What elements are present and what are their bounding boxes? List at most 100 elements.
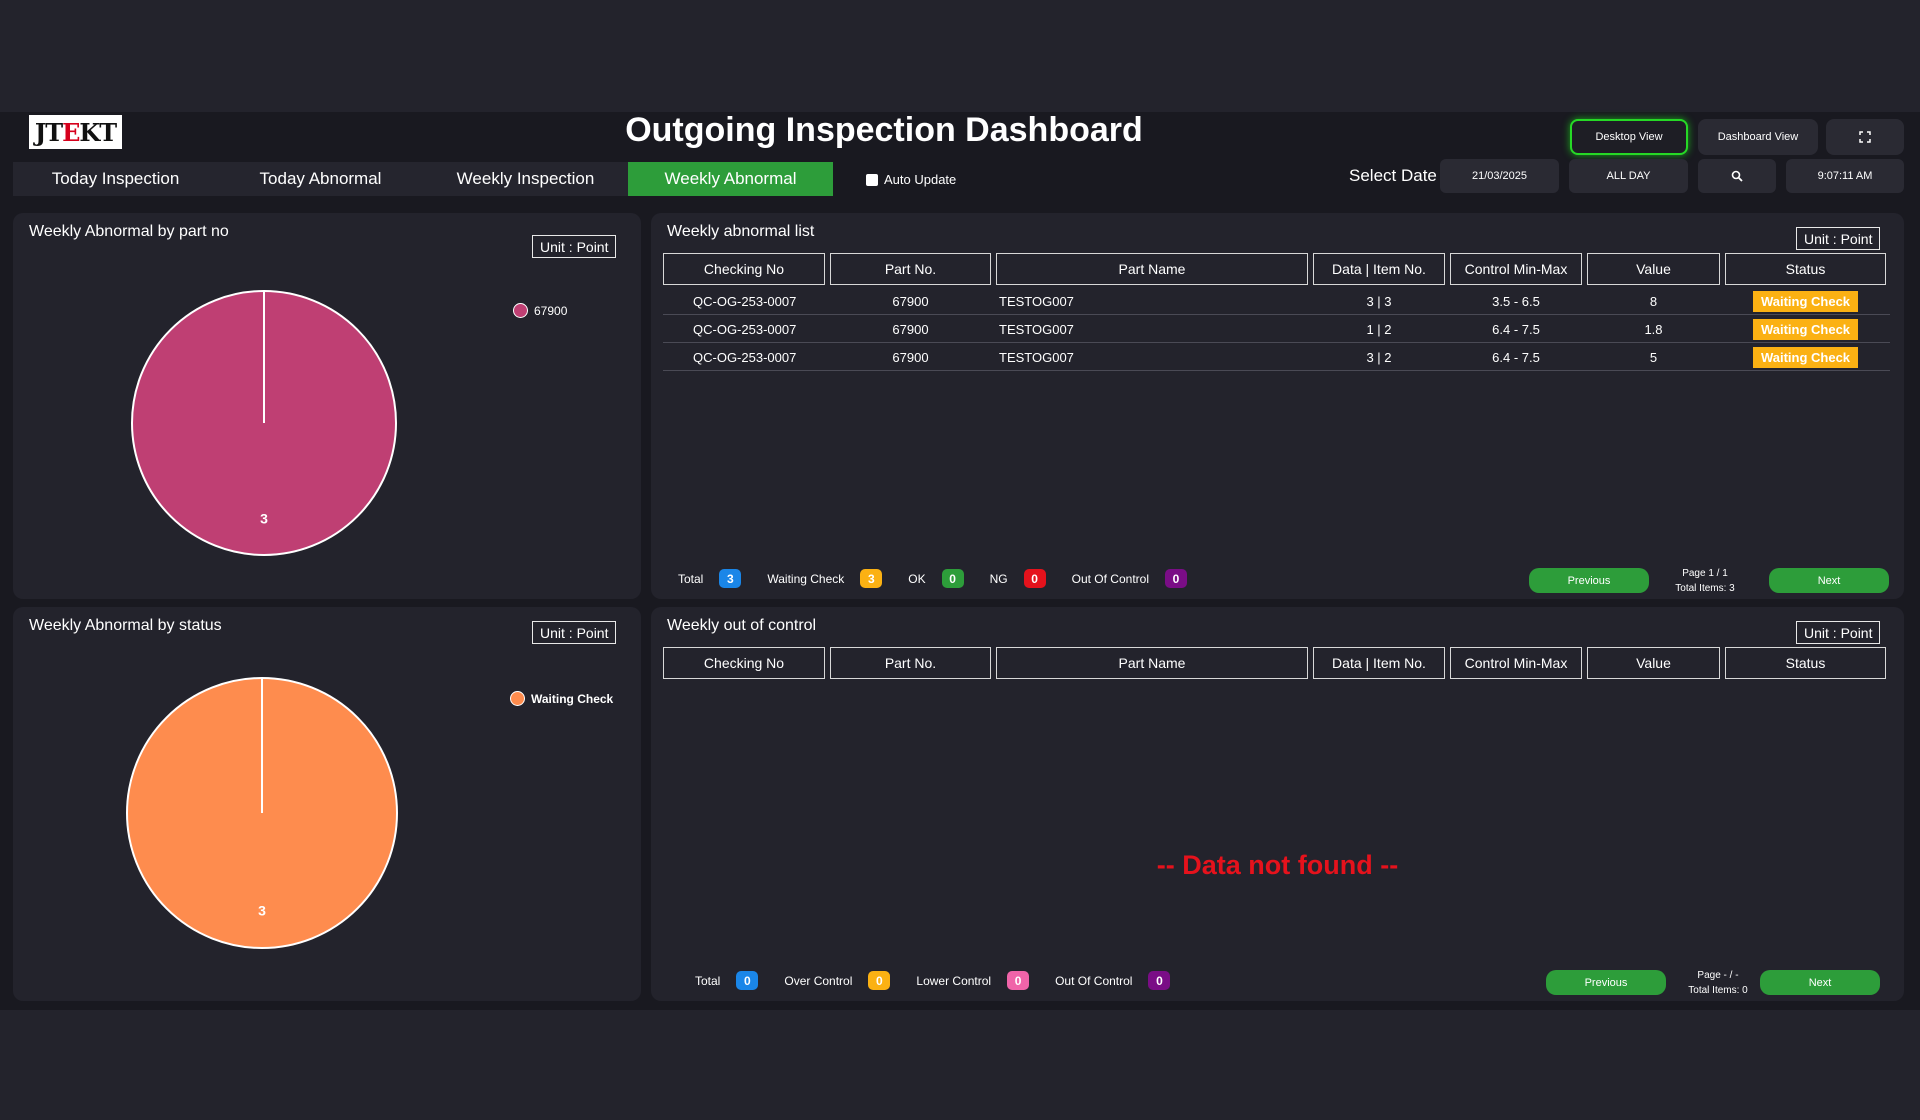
current-time: 9:07:11 AM <box>1786 159 1904 193</box>
col-control-min-max: Control Min-Max <box>1450 253 1582 285</box>
status-legend-label: Waiting Check <box>531 691 614 706</box>
checking-no-cell: QC-OG-253-0007 <box>693 293 797 309</box>
summary-total-count: 3 <box>719 569 742 588</box>
col-control-min-max: Control Min-Max <box>1450 647 1582 679</box>
col-value: Value <box>1587 253 1720 285</box>
summary-total-count: 0 <box>736 971 759 990</box>
value-cell: 8 <box>1649 293 1658 309</box>
pie-slice-value-label: 3 <box>260 510 268 526</box>
tab-weekly-inspection[interactable]: Weekly Inspection <box>456 169 595 188</box>
col-data-item: Data | Item No. <box>1313 253 1445 285</box>
summary-lower-control-count: 0 <box>1007 971 1030 990</box>
summary-ok-count: 0 <box>941 569 964 588</box>
tab-today-inspection[interactable]: Today Inspection <box>51 169 180 188</box>
control-cell: 6.4 - 7.5 <box>1492 349 1540 365</box>
status-pie-chart: 3 <box>126 677 398 949</box>
part-name-cell: TESTOG007 <box>999 321 1074 337</box>
part-pie-chart: 3 <box>131 290 397 556</box>
abnormal-summary: Total 3 Waiting Check 3 OK 0 NG 0 Out Of… <box>678 569 1213 588</box>
part-chart-title: Weekly Abnormal by part no <box>29 223 229 240</box>
checking-no-cell: QC-OG-253-0007 <box>693 321 797 337</box>
status-legend-item[interactable]: Waiting Check <box>510 691 613 706</box>
col-status: Status <box>1725 647 1886 679</box>
col-part-name: Part Name <box>996 253 1308 285</box>
dashboard-view-button[interactable]: Dashboard View <box>1698 119 1818 155</box>
col-checking-no: Checking No <box>663 647 825 679</box>
value-cell: 1.8 <box>1644 321 1663 337</box>
col-data-item: Data | Item No. <box>1313 647 1445 679</box>
search-icon <box>1731 170 1743 182</box>
control-cell: 6.4 - 7.5 <box>1492 321 1540 337</box>
time-range-select[interactable]: ALL DAY <box>1569 159 1688 193</box>
part-legend-swatch <box>513 303 528 318</box>
status-cell: Waiting Check <box>1725 343 1886 371</box>
summary-over-control-count: 0 <box>868 971 891 990</box>
previous-button[interactable]: Previous <box>1529 568 1649 593</box>
summary-total-label: Total <box>678 571 704 586</box>
status-badge: Waiting Check <box>1752 290 1859 312</box>
page-title: Outgoing Inspection Dashboard <box>625 111 1143 149</box>
tab-bar: Today Inspection Today Abnormal Weekly I… <box>13 162 833 196</box>
next-button[interactable]: Next <box>1760 970 1880 995</box>
search-button[interactable] <box>1698 159 1776 193</box>
table-row[interactable]: QC-OG-253-0007 67900 TESTOG007 1 | 2 6.4… <box>663 315 1890 343</box>
page-number: Page - / - <box>1697 970 1739 981</box>
total-items: Total Items: 3 <box>1675 583 1735 594</box>
status-chart-panel: Weekly Abnormal by status Unit : Point 3… <box>13 607 641 1001</box>
status-badge: Waiting Check <box>1752 318 1859 340</box>
out-of-control-summary: Total 0 Over Control 0 Lower Control 0 O… <box>695 971 1196 990</box>
checking-no-cell: QC-OG-253-0007 <box>693 349 797 365</box>
table-row[interactable]: QC-OG-253-0007 67900 TESTOG007 3 | 2 6.4… <box>663 343 1890 371</box>
auto-update-checkbox[interactable] <box>866 173 878 186</box>
summary-out-of-control-count: 0 <box>1148 971 1171 990</box>
summary-ng-count: 0 <box>1023 569 1046 588</box>
summary-out-of-control-label: Out Of Control <box>1055 973 1133 988</box>
summary-waiting-label: Waiting Check <box>767 571 845 586</box>
table-row[interactable]: QC-OG-253-0007 67900 TESTOG007 3 | 3 3.5… <box>663 287 1890 315</box>
part-name-cell: TESTOG007 <box>999 293 1074 309</box>
col-value: Value <box>1587 647 1720 679</box>
status-cell: Waiting Check <box>1725 315 1886 343</box>
part-no-cell: 67900 <box>892 349 929 365</box>
out-of-control-title: Weekly out of control <box>667 617 817 634</box>
bottom-margin <box>0 1010 1920 1120</box>
part-unit-label: Unit : Point <box>532 235 617 258</box>
col-part-name: Part Name <box>996 647 1308 679</box>
tab-weekly-abnormal[interactable]: Weekly Abnormal <box>628 162 833 196</box>
pie-slice-value-label: 3 <box>258 903 266 919</box>
date-picker[interactable]: 21/03/2025 <box>1440 159 1559 193</box>
status-cell: Waiting Check <box>1725 287 1886 315</box>
part-chart-panel: Weekly Abnormal by part no Unit : Point … <box>13 213 641 599</box>
tab-today-abnormal[interactable]: Today Abnormal <box>259 169 382 188</box>
data-item-cell: 1 | 2 <box>1366 321 1392 337</box>
col-part-no: Part No. <box>830 253 991 285</box>
auto-update-label: Auto Update <box>884 172 957 187</box>
part-legend-item[interactable]: 67900 <box>513 303 567 318</box>
page-info: Page - / - Total Items: 0 <box>1678 968 1758 998</box>
summary-lower-control-label: Lower Control <box>916 973 992 988</box>
no-data-message: -- Data not found -- <box>1156 850 1399 880</box>
next-button[interactable]: Next <box>1769 568 1889 593</box>
part-no-cell: 67900 <box>892 321 929 337</box>
summary-waiting-count: 3 <box>860 569 883 588</box>
desktop-view-button[interactable]: Desktop View <box>1570 119 1688 155</box>
auto-update-toggle[interactable]: Auto Update <box>866 172 956 187</box>
status-unit-label: Unit : Point <box>532 621 617 644</box>
part-name-cell: TESTOG007 <box>999 349 1074 365</box>
jtekt-logo: JT E KT <box>29 115 122 149</box>
col-checking-no: Checking No <box>663 253 825 285</box>
previous-button[interactable]: Previous <box>1546 970 1666 995</box>
summary-total-label: Total <box>695 973 721 988</box>
fullscreen-button[interactable] <box>1826 119 1904 155</box>
value-cell: 5 <box>1649 349 1658 365</box>
status-legend-swatch <box>510 691 525 706</box>
summary-out-of-control-count: 0 <box>1165 569 1187 588</box>
total-items: Total Items: 0 <box>1688 985 1748 996</box>
out-of-control-unit-label: Unit : Point <box>1796 621 1881 644</box>
fullscreen-icon <box>1859 131 1871 143</box>
page-number: Page 1 / 1 <box>1682 568 1728 579</box>
col-part-no: Part No. <box>830 647 991 679</box>
abnormal-list-title: Weekly abnormal list <box>667 223 815 240</box>
summary-ng-label: NG <box>989 571 1008 586</box>
summary-over-control-label: Over Control <box>784 973 853 988</box>
